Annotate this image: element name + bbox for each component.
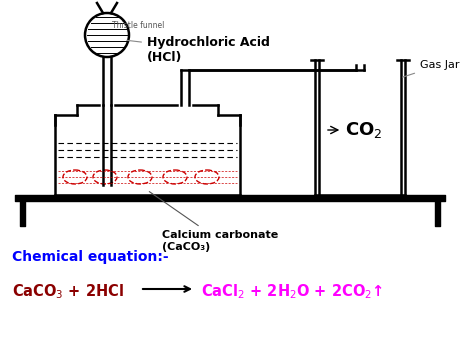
Text: Gas Jar: Gas Jar <box>402 60 459 77</box>
Text: CO$_2$: CO$_2$ <box>328 120 383 140</box>
Text: Thistle funnel: Thistle funnel <box>112 21 164 29</box>
Text: CaCl$_2$ + 2H$_2$O + 2CO$_2$↑: CaCl$_2$ + 2H$_2$O + 2CO$_2$↑ <box>201 282 383 301</box>
Text: Calcium carbonate
(CaCO₃): Calcium carbonate (CaCO₃) <box>149 192 278 252</box>
Text: Hydrochloric Acid
(HCl): Hydrochloric Acid (HCl) <box>127 36 270 64</box>
Text: Chemical equation:-: Chemical equation:- <box>12 250 169 264</box>
Text: CaCO$_3$ + 2HCl: CaCO$_3$ + 2HCl <box>12 282 124 301</box>
